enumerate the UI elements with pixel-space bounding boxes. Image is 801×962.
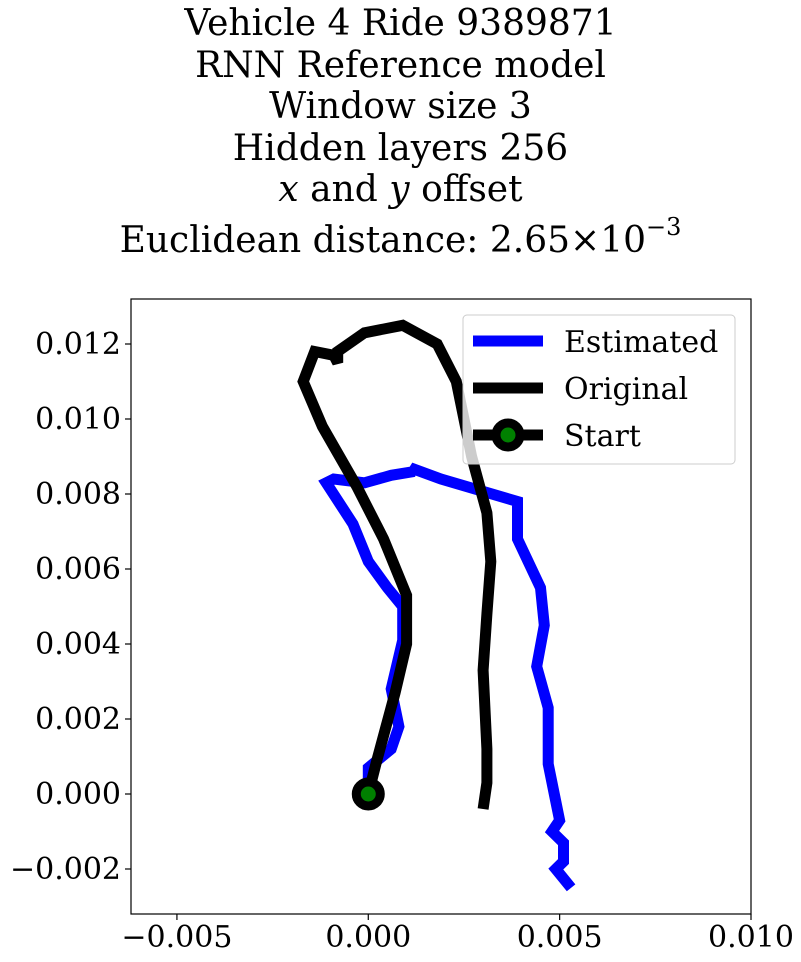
legend-label-start: Start bbox=[564, 419, 641, 454]
x-tick-label: 0.010 bbox=[708, 920, 794, 955]
title-euclidean-distance: Euclidean distance: 2.65×10−3 bbox=[0, 211, 801, 262]
chart-title: Vehicle 4 Ride 9389871 RNN Reference mod… bbox=[0, 0, 801, 261]
title-distance-base: 10 bbox=[600, 219, 647, 261]
y-tick-label: −0.002 bbox=[10, 852, 121, 887]
y-tick-label: 0.002 bbox=[35, 702, 121, 737]
x-tick-label: 0.000 bbox=[325, 920, 411, 955]
y-tick-label: 0.012 bbox=[35, 327, 121, 362]
start-marker bbox=[351, 777, 385, 811]
legend-label-estimated: Estimated bbox=[564, 325, 718, 360]
series-layer bbox=[297, 319, 576, 892]
title-offset: x and y offset bbox=[0, 169, 801, 211]
y-tick-label: 0.004 bbox=[35, 627, 121, 662]
title-window-size: Window size 3 bbox=[269, 86, 532, 127]
legend-box bbox=[462, 314, 736, 465]
title-hidden-layers: Hidden layers 256 bbox=[232, 127, 569, 169]
title-offset-text: offset bbox=[409, 169, 523, 210]
legend: Estimated Original Start bbox=[462, 314, 736, 465]
legend-label-original: Original bbox=[564, 372, 688, 407]
x-tick-label: −0.005 bbox=[121, 920, 232, 955]
y-tick-label: 0.010 bbox=[35, 402, 121, 437]
title-distance-prefix: Euclidean distance: bbox=[119, 219, 490, 261]
y-tick-label: 0.008 bbox=[35, 477, 121, 512]
title-and: and bbox=[298, 169, 390, 210]
y-tick-label: 0.006 bbox=[35, 552, 121, 587]
title-y-symbol: y bbox=[389, 169, 410, 210]
title-x-symbol: x bbox=[278, 169, 299, 210]
title-model: RNN Reference model bbox=[195, 44, 606, 86]
title-distance-exponent: −3 bbox=[646, 212, 682, 241]
legend-marker-start bbox=[491, 418, 525, 452]
plot-frame bbox=[130, 298, 752, 915]
series-line-estimated bbox=[318, 462, 576, 892]
y-tick-label: 0.000 bbox=[35, 777, 121, 812]
series-line-original bbox=[297, 319, 497, 810]
title-distance-mantissa: 2.65 bbox=[489, 219, 571, 261]
x-tick-label: 0.005 bbox=[517, 920, 603, 955]
axis-layer: −0.005 0.000 0.005 0.010 −0.002 0.000 0.002 0.0… bbox=[10, 327, 794, 955]
title-distance-times: × bbox=[570, 219, 601, 261]
title-vehicle-ride: Vehicle 4 Ride 9389871 bbox=[184, 3, 617, 44]
